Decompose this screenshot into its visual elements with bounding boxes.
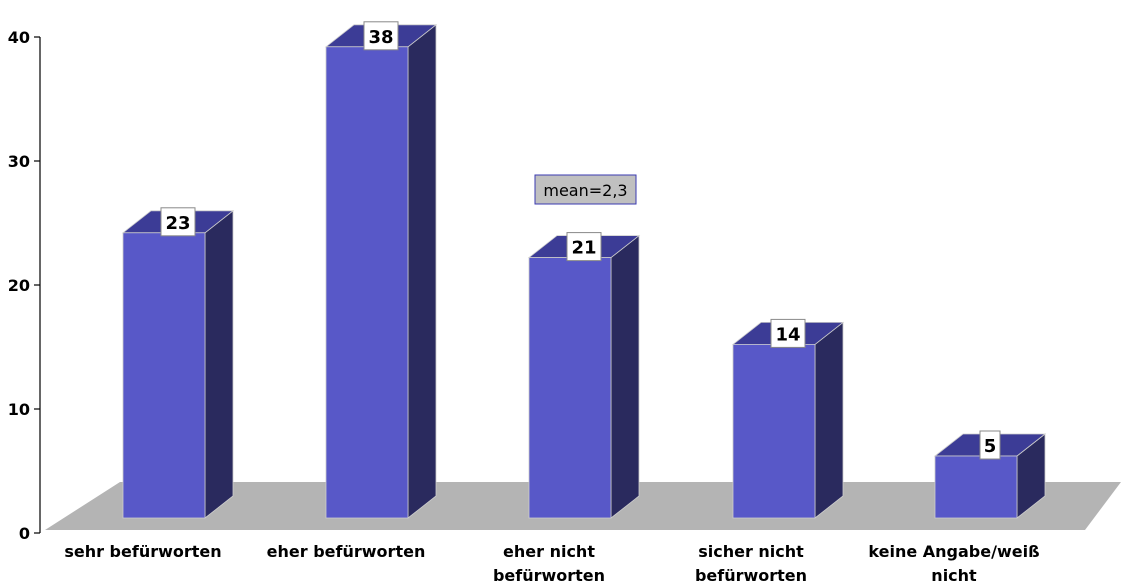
- data-label-box: [160, 207, 196, 237]
- data-label-text: 14: [775, 324, 800, 345]
- data-label-text: 5: [984, 436, 997, 457]
- data-label-text: 38: [368, 27, 393, 48]
- bar-front: [732, 343, 816, 519]
- data-label-text: 23: [165, 213, 190, 234]
- y-tick-label: 20: [8, 276, 30, 295]
- category-label: befürworten: [493, 566, 605, 585]
- bar-front: [122, 232, 206, 519]
- data-label: 5: [979, 430, 1001, 460]
- data-label: 14: [770, 318, 806, 348]
- mean-annotation-box: [534, 174, 637, 205]
- bar-side: [814, 321, 844, 519]
- bar-front: [325, 46, 409, 519]
- category-label: eher befürworten: [267, 542, 426, 561]
- bar-side: [407, 23, 437, 519]
- bar: [121, 209, 235, 519]
- data-label-box: [770, 318, 806, 348]
- y-tick-label: 10: [8, 400, 30, 419]
- data-label-box: [566, 232, 602, 262]
- bar-front: [528, 257, 612, 519]
- bar: [324, 23, 438, 519]
- category-label: keine Angabe/weiß: [868, 542, 1039, 561]
- data-label-box: [979, 430, 1001, 460]
- category-labels: sehr befürworten eher befürworten eher nic…: [64, 542, 1039, 585]
- y-tick-label: 40: [8, 28, 30, 47]
- bar: [731, 321, 845, 519]
- category-label: nicht: [931, 566, 977, 585]
- data-label-box: [363, 21, 399, 51]
- data-label-text: 21: [571, 238, 596, 259]
- data-labels: 23 38 21 14 5: [160, 21, 1001, 460]
- bar-side: [610, 234, 640, 519]
- mean-annotation: mean=2,3: [534, 174, 637, 205]
- data-label: 38: [363, 21, 399, 51]
- bar-front: [934, 455, 1018, 519]
- category-label: befürworten: [695, 566, 807, 585]
- mean-annotation-text: mean=2,3: [543, 181, 627, 200]
- data-label: 23: [160, 207, 196, 237]
- bar: [527, 234, 641, 519]
- category-label: sicher nicht: [698, 542, 804, 561]
- bar-side: [204, 209, 234, 519]
- y-tick-label: 30: [8, 152, 30, 171]
- category-label: sehr befürworten: [64, 542, 221, 561]
- data-label: 21: [566, 232, 602, 262]
- y-axis: 0 10 20 30 40: [8, 28, 41, 543]
- bars: [121, 23, 1047, 519]
- category-label: eher nicht: [503, 542, 595, 561]
- y-tick-label: 0: [19, 524, 30, 543]
